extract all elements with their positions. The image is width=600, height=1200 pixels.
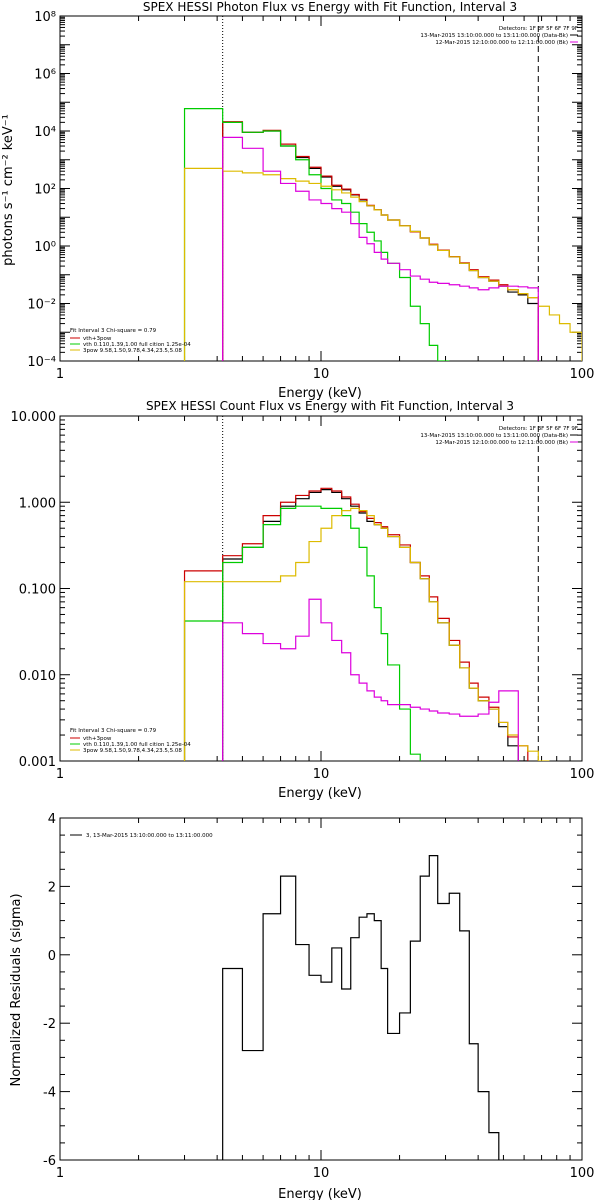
svg-text:3pow 9.58,1.50,9.78,4.34,23.5,: 3pow 9.58,1.50,9.78,4.34,23.5,5.08 <box>83 348 182 354</box>
panel2-vth+3pow-line <box>183 487 529 761</box>
svg-text:vth 0.110,1.39,1.00 full citi: vth 0.110,1.39,1.00 full cition 1.25e-04 <box>83 342 191 348</box>
panel1-ylabel: photons s⁻¹ cm⁻² keV⁻¹ <box>1 114 16 266</box>
panel2-plot-area: 1 10 100 0.001 0.010 0.100 1.000 10.000 <box>11 410 595 782</box>
panel1-xtick-label: 10 <box>313 367 330 382</box>
svg-text:vth 0.110,1.39,1.00 full citi: vth 0.110,1.39,1.00 full cition 1.25e-04 <box>83 742 191 748</box>
panel1-series-data <box>222 121 539 361</box>
panel2-title: SPEX HESSI Count Flux vs Energy with Fit… <box>146 399 514 413</box>
panel1-title: SPEX HESSI Photon Flux vs Energy with Fi… <box>143 0 517 14</box>
panel1-series-bk <box>222 136 539 361</box>
panel1-xlabel: Energy (keV) <box>278 386 362 401</box>
panel1-bk-line <box>222 136 539 361</box>
panel3-ytick-label: -4 <box>43 1086 56 1101</box>
svg-text:13-Mar-2015 13:10:00.000 to 13: 13-Mar-2015 13:10:00.000 to 13:11:00.000… <box>420 33 568 39</box>
panel2-ytick-label: 1.000 <box>19 496 56 511</box>
panel2-info-top: Detectors: 1F 3F 5F 6F 7F 9F 13-Mar-2015… <box>420 426 578 446</box>
svg-text:Fit Interval 3 Chi-square =: Fit Interval 3 Chi-square = 0.79 <box>70 728 157 734</box>
panel2-series-bk <box>222 598 519 761</box>
panel2-xtick-label: 1 <box>56 767 64 782</box>
svg-text:12-Mar-2015 12:10:00.000 to 12: 12-Mar-2015 12:10:00.000 to 12:11:00.000… <box>435 40 568 46</box>
panel3-xtick-label: 10 <box>313 1166 330 1181</box>
panel2-bk-line <box>222 598 519 761</box>
panel2-ytick-label: 10.000 <box>11 410 57 425</box>
panel1-plot-area: 1 10 100 10⁻⁴ 10⁻² 10⁰ 10² 10⁴ 10⁶ 10⁸ <box>27 10 594 382</box>
panel2-xlabel: Energy (keV) <box>278 786 362 801</box>
count-flux-panel: SPEX HESSI Count Flux vs Energy with Fit… <box>11 399 595 801</box>
panel2-series-data <box>222 489 528 761</box>
svg-text:13-Mar-2015 13:10:00.000 to 13: 13-Mar-2015 13:10:00.000 to 13:11:00.000… <box>420 433 568 439</box>
panel3-ytick-label: -6 <box>43 1154 56 1169</box>
panel1-ytick-label: 10⁴ <box>34 125 56 140</box>
svg-text:vth+3pow: vth+3pow <box>83 736 112 742</box>
panel1-series-3pow <box>183 167 582 361</box>
panel3-xtick-label: 100 <box>570 1166 595 1181</box>
panel1-info-top: Detectors: 1F 3F 5F 6F 7F 9F 13-Mar-2015… <box>420 26 578 46</box>
panel3-frame <box>59 817 583 1161</box>
panel2-vth-line <box>183 505 421 761</box>
panel1-xtick-label: 100 <box>570 367 595 382</box>
panel3-residuals-line <box>222 855 500 1160</box>
panel2-3pow-line <box>183 507 550 761</box>
svg-text:Detectors: 1F 3F 5F 6F 7F 9F: Detectors: 1F 3F 5F 6F 7F 9F <box>499 26 578 32</box>
panel2-ytick-label: 0.100 <box>19 583 56 598</box>
panel1-3pow-line <box>183 167 582 361</box>
panel2-frame <box>59 415 583 762</box>
panel2-series-vth <box>183 505 421 761</box>
svg-text:12-Mar-2015 12:10:00.000 to 12: 12-Mar-2015 12:10:00.000 to 12:11:00.000… <box>435 440 568 446</box>
panel3-ylabel: Normalized Residuals (sigma) <box>9 893 24 1086</box>
panel1-ytick-label: 10⁻² <box>27 298 56 313</box>
panel3-xtick-label: 1 <box>56 1166 64 1181</box>
svg-text:Fit Interval 3 Chi-square =: Fit Interval 3 Chi-square = 0.79 <box>70 328 157 334</box>
panel1-series-vth <box>183 108 450 361</box>
panel1-ytick-label: 10² <box>34 183 56 198</box>
panel1-ytick-label: 10⁸ <box>34 10 56 25</box>
svg-text:Detectors: 1F 3F 5F 6F 7F 9F: Detectors: 1F 3F 5F 6F 7F 9F <box>499 426 578 432</box>
panel3-ytick-label: 4 <box>48 812 56 827</box>
panel2-info-bottom: Fit Interval 3 Chi-square = 0.79 vth+3po… <box>70 728 191 754</box>
panel1-vth-line <box>183 108 450 361</box>
panel3-ytick-label: -2 <box>43 1017 56 1032</box>
panel2-ytick-label: 0.001 <box>19 755 56 770</box>
panel1-info-bottom: Fit Interval 3 Chi-square = 0.79 vth+3po… <box>70 328 191 354</box>
svg-text:3pow 9.58,1.50,9.78,4.34,23.5,: 3pow 9.58,1.50,9.78,4.34,23.5,5.08 <box>83 748 182 754</box>
panel2-xtick-label: 10 <box>313 767 330 782</box>
panel2-ytick-label: 0.010 <box>19 669 56 684</box>
panel2-series-vth+3pow <box>183 487 529 761</box>
panel2-xtick-label: 100 <box>570 767 595 782</box>
panel2-data-line <box>222 489 528 761</box>
svg-text:vth+3pow: vth+3pow <box>83 336 112 342</box>
panel1-ytick-label: 10⁻⁴ <box>27 355 56 370</box>
panel1-ytick-label: 10⁶ <box>34 68 56 83</box>
panel1-xtick-label: 1 <box>56 367 64 382</box>
panel3-ytick-label: 0 <box>48 949 56 964</box>
panel3-legend: 3, 13-Mar-2015 13:10:00.000 to 13:11:00.… <box>86 833 213 839</box>
panel3-xlabel: Energy (keV) <box>278 1187 362 1200</box>
panel3-series-residuals <box>222 855 500 1160</box>
photon-flux-panel: SPEX HESSI Photon Flux vs Energy with Fi… <box>1 0 594 401</box>
panel1-ytick-label: 10⁰ <box>34 240 56 255</box>
residuals-panel: 1 10 100 -6 -4 -2 0 2 4 Energy (keV) Normalized … <box>9 812 594 1200</box>
panel1-data-line <box>222 121 539 361</box>
panel2-series-3pow <box>183 507 550 761</box>
panel3-plot-area: 1 10 100 -6 -4 -2 0 2 4 <box>43 812 594 1181</box>
panel3-ytick-label: 2 <box>48 880 56 895</box>
